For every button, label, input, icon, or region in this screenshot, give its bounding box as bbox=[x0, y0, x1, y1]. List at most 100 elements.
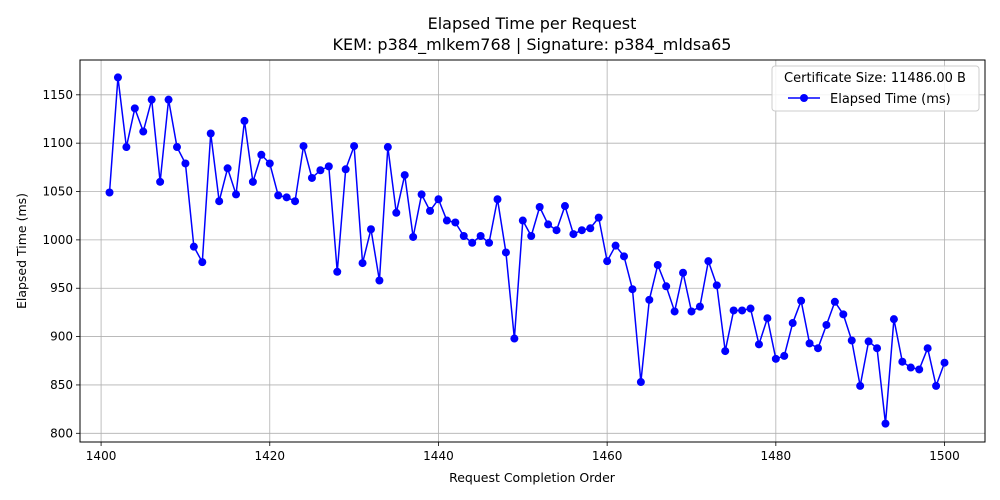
data-point bbox=[130, 104, 139, 113]
data-point bbox=[417, 190, 426, 199]
data-point bbox=[620, 252, 629, 261]
x-tick-label: 1460 bbox=[592, 449, 623, 463]
data-point bbox=[788, 319, 797, 328]
data-point bbox=[223, 164, 232, 173]
data-point bbox=[426, 206, 435, 215]
data-point bbox=[299, 142, 308, 151]
series-elapsed-time bbox=[105, 73, 949, 428]
data-point bbox=[248, 177, 257, 186]
data-point bbox=[805, 339, 814, 348]
y-tick-label: 850 bbox=[50, 378, 73, 392]
data-point bbox=[392, 208, 401, 217]
data-point bbox=[341, 165, 350, 174]
data-point bbox=[679, 268, 688, 277]
data-point bbox=[291, 197, 300, 206]
data-point bbox=[476, 232, 485, 241]
data-point bbox=[856, 381, 865, 390]
legend: Certificate Size: 11486.00 B Elapsed Tim… bbox=[771, 65, 980, 112]
data-point bbox=[847, 336, 856, 345]
data-point bbox=[923, 344, 932, 353]
data-point bbox=[560, 202, 569, 211]
y-tick-label: 1000 bbox=[42, 233, 73, 247]
x-tick-label: 1400 bbox=[86, 449, 117, 463]
data-point bbox=[645, 295, 654, 304]
data-point bbox=[864, 337, 873, 346]
data-point bbox=[535, 203, 544, 211]
data-point bbox=[712, 281, 721, 290]
data-point bbox=[181, 159, 190, 168]
data-point bbox=[307, 173, 316, 182]
y-tick-label: 1050 bbox=[42, 185, 73, 199]
legend-entry-label: Elapsed Time (ms) bbox=[830, 92, 951, 107]
data-point bbox=[906, 363, 915, 372]
data-point bbox=[839, 310, 848, 319]
data-point bbox=[198, 258, 207, 267]
x-axis-label: Request Completion Order bbox=[449, 470, 616, 485]
data-point bbox=[206, 129, 215, 138]
data-point bbox=[383, 143, 392, 152]
x-tick-label: 1500 bbox=[929, 449, 960, 463]
data-point bbox=[366, 225, 375, 234]
legend-marker-sample bbox=[800, 94, 808, 102]
data-point bbox=[873, 344, 882, 353]
data-point bbox=[350, 142, 359, 151]
data-point bbox=[105, 188, 114, 197]
data-point bbox=[687, 307, 696, 316]
data-point bbox=[594, 213, 603, 222]
data-point bbox=[324, 162, 333, 171]
data-point bbox=[451, 218, 460, 227]
data-point bbox=[746, 304, 755, 313]
data-point bbox=[763, 314, 772, 323]
data-point bbox=[704, 257, 713, 266]
data-point bbox=[889, 315, 898, 324]
data-point bbox=[485, 238, 494, 247]
data-point bbox=[240, 116, 249, 125]
series-line bbox=[108, 76, 946, 425]
y-tick-label: 900 bbox=[50, 330, 73, 344]
plot-area-frame bbox=[79, 59, 986, 443]
y-tick-label: 800 bbox=[50, 426, 73, 440]
data-point bbox=[459, 232, 468, 241]
data-point bbox=[721, 347, 730, 356]
y-tick-label: 1150 bbox=[42, 88, 73, 102]
data-point bbox=[400, 171, 409, 180]
data-point bbox=[113, 73, 122, 82]
x-axis: 1400 1420 1440 1460 1480 1500 bbox=[86, 442, 960, 463]
y-tick-label: 950 bbox=[50, 281, 73, 295]
data-point bbox=[375, 276, 384, 285]
data-point bbox=[814, 344, 822, 353]
data-point bbox=[434, 195, 443, 204]
data-point bbox=[636, 378, 645, 387]
x-tick-label: 1440 bbox=[423, 449, 454, 463]
data-point bbox=[932, 381, 941, 390]
data-point bbox=[527, 232, 536, 241]
data-point bbox=[662, 282, 671, 291]
data-point bbox=[122, 143, 131, 152]
data-point bbox=[468, 238, 477, 247]
chart-subtitle: KEM: p384_mlkem768 | Signature: p384_mld… bbox=[333, 35, 732, 55]
y-axis-label: Elapsed Time (ms) bbox=[14, 193, 29, 309]
y-axis: 800 850 900 950 1000 1050 1100 1150 bbox=[42, 88, 80, 440]
data-point bbox=[552, 226, 561, 235]
data-point bbox=[653, 261, 662, 270]
data-point bbox=[274, 191, 283, 200]
data-point bbox=[257, 150, 266, 159]
data-point bbox=[139, 127, 148, 136]
grid bbox=[80, 60, 985, 442]
data-point bbox=[409, 232, 418, 241]
data-point bbox=[147, 95, 156, 104]
chart-title: Elapsed Time per Request bbox=[428, 14, 637, 33]
data-point bbox=[670, 307, 679, 316]
data-point bbox=[442, 216, 451, 225]
data-point bbox=[358, 259, 367, 268]
data-point bbox=[915, 365, 924, 374]
data-point bbox=[156, 177, 165, 186]
data-point bbox=[822, 320, 831, 329]
data-point bbox=[493, 195, 502, 204]
data-point bbox=[830, 297, 839, 306]
legend-box bbox=[771, 65, 980, 112]
data-point bbox=[940, 358, 949, 367]
data-point bbox=[215, 197, 224, 206]
data-point bbox=[797, 296, 806, 305]
